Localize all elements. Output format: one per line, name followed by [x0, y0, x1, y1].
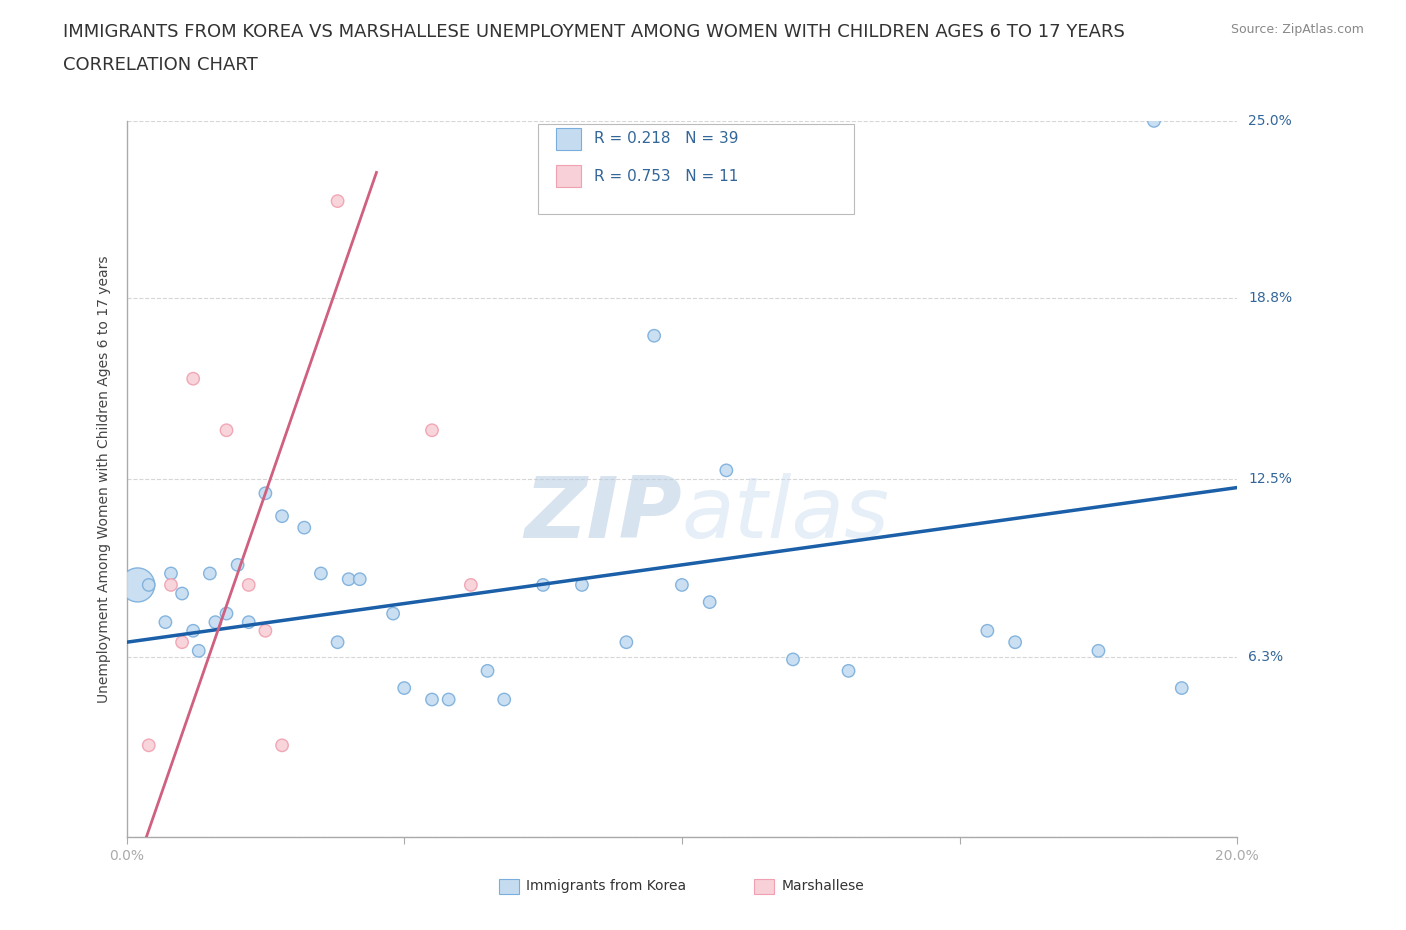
Point [226, 557, 249, 572]
Point [699, 594, 721, 609]
Point [671, 578, 693, 592]
Point [309, 566, 332, 581]
Point [477, 663, 499, 678]
Point [204, 615, 226, 630]
Point [172, 635, 194, 650]
Point [420, 423, 443, 438]
Text: 6.3%: 6.3% [1249, 649, 1284, 663]
Point [326, 635, 349, 650]
FancyBboxPatch shape [754, 879, 775, 895]
Text: R = 0.218   N = 39: R = 0.218 N = 39 [595, 131, 738, 146]
Text: 12.5%: 12.5% [1249, 472, 1292, 486]
Point [1087, 644, 1109, 658]
Point [976, 623, 998, 638]
Point [238, 615, 260, 630]
Point [643, 328, 665, 343]
Point [838, 663, 860, 678]
Point [254, 623, 277, 638]
Text: atlas: atlas [682, 473, 890, 556]
Point [181, 623, 204, 638]
Point [271, 737, 294, 752]
Point [198, 566, 221, 581]
FancyBboxPatch shape [537, 125, 853, 214]
Point [292, 520, 315, 535]
Point [1170, 681, 1192, 696]
Point [460, 578, 482, 592]
Point [382, 606, 405, 621]
Point [160, 566, 183, 581]
Point [238, 578, 260, 592]
Point [494, 692, 516, 707]
Text: Source: ZipAtlas.com: Source: ZipAtlas.com [1230, 23, 1364, 36]
Text: ZIP: ZIP [524, 473, 682, 556]
Point [420, 692, 443, 707]
Point [1143, 113, 1166, 128]
Point [215, 606, 238, 621]
Point [127, 578, 149, 592]
FancyBboxPatch shape [499, 879, 519, 895]
Point [531, 578, 554, 592]
Point [337, 572, 360, 587]
Point [394, 681, 416, 696]
Point [571, 578, 593, 592]
Point [138, 737, 160, 752]
Point [187, 644, 209, 658]
Point [181, 371, 204, 386]
Text: 18.8%: 18.8% [1249, 291, 1292, 305]
Point [614, 635, 637, 650]
Text: Marshallese: Marshallese [782, 880, 865, 894]
Text: IMMIGRANTS FROM KOREA VS MARSHALLESE UNEMPLOYMENT AMONG WOMEN WITH CHILDREN AGES: IMMIGRANTS FROM KOREA VS MARSHALLESE UNE… [63, 23, 1125, 41]
Text: R = 0.753   N = 11: R = 0.753 N = 11 [595, 168, 738, 183]
FancyBboxPatch shape [557, 128, 581, 150]
Point [437, 692, 460, 707]
Point [254, 485, 277, 500]
Point [716, 463, 738, 478]
Point [782, 652, 804, 667]
Point [138, 578, 160, 592]
Point [326, 193, 349, 208]
Y-axis label: Unemployment Among Women with Children Ages 6 to 17 years: Unemployment Among Women with Children A… [97, 255, 111, 703]
Text: CORRELATION CHART: CORRELATION CHART [63, 56, 259, 73]
Point [271, 509, 294, 524]
Point [215, 423, 238, 438]
Point [1004, 635, 1026, 650]
FancyBboxPatch shape [557, 166, 581, 187]
Point [349, 572, 371, 587]
Point [172, 586, 194, 601]
Text: Immigrants from Korea: Immigrants from Korea [526, 880, 686, 894]
Point [160, 578, 183, 592]
Text: 25.0%: 25.0% [1249, 113, 1292, 128]
Point [155, 615, 177, 630]
